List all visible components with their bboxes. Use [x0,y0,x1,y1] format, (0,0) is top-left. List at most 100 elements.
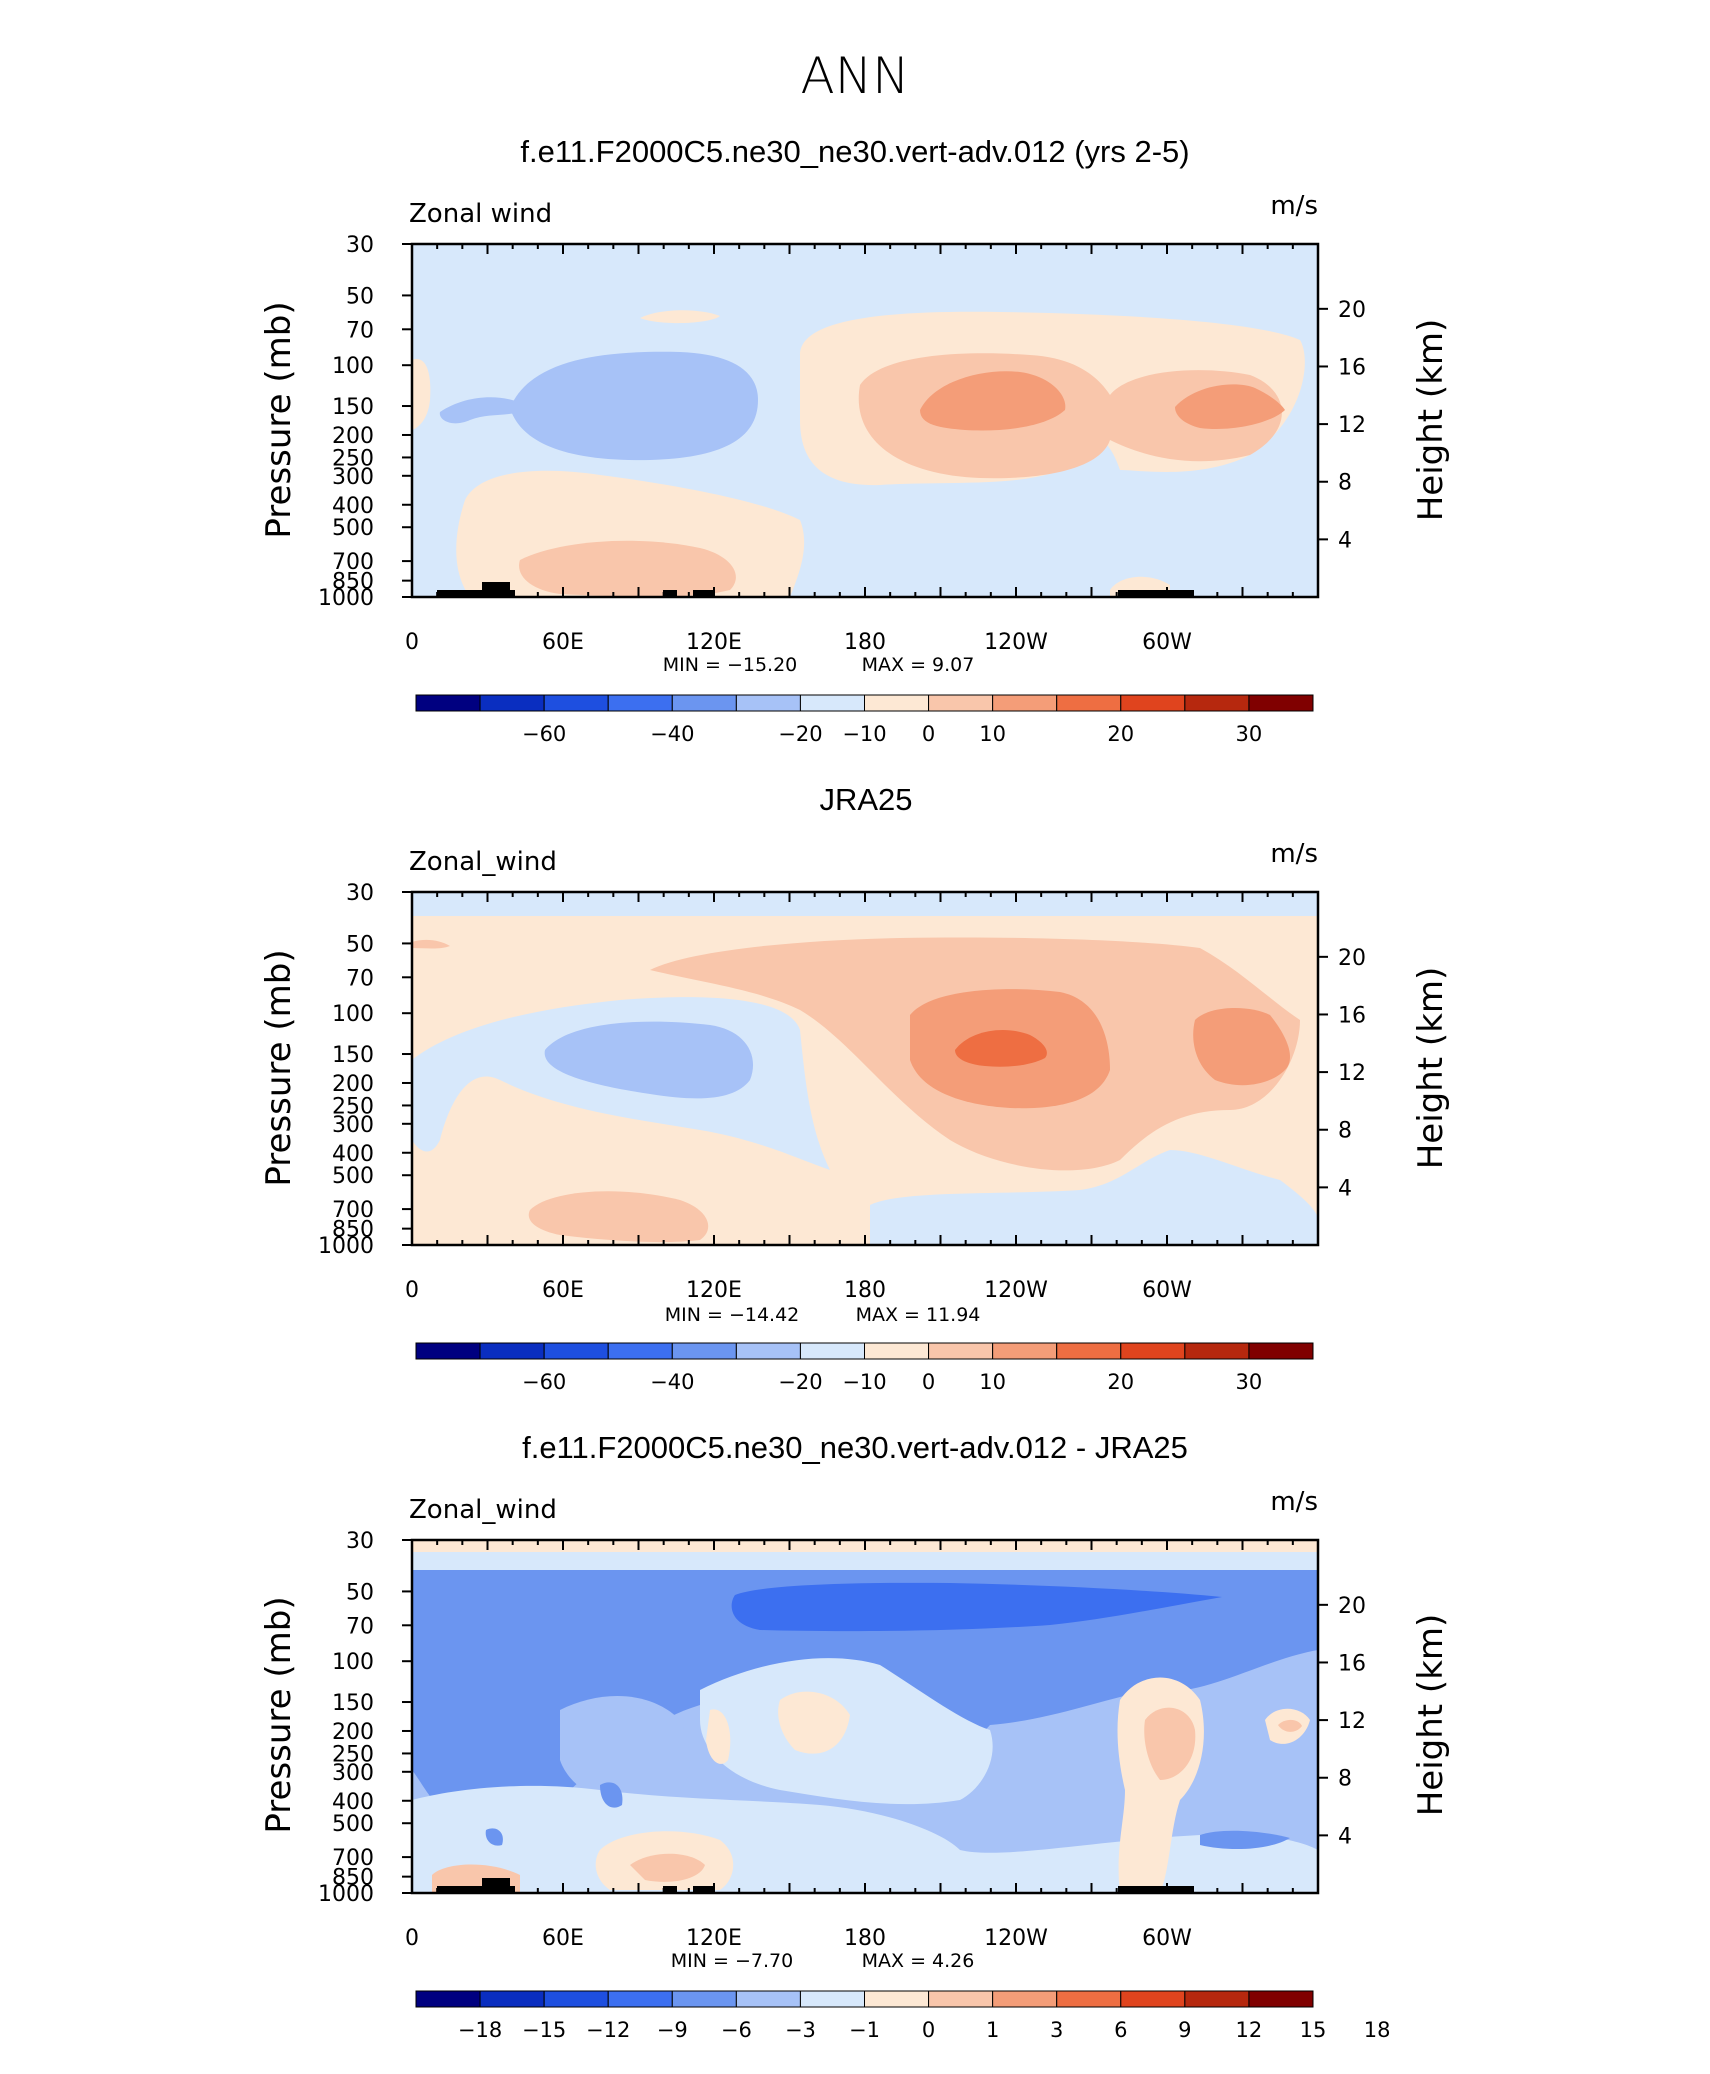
panel-3-colorbar-label: 1 [986,2018,999,2042]
panel-3-colorbar-bin [543,1990,609,2008]
panel-2-neg-low-level [870,1150,1318,1245]
panel-2-colorbar-bin [1120,1342,1186,1360]
panel-1-pos-strat-blob [640,310,720,324]
panel-3-y-tick-label: 150 [332,1691,374,1716]
panel-1-colorbar-bin [1184,694,1250,712]
panel-2-colorbar-label: 30 [1236,1370,1263,1394]
panel-2-colorbar-bin [415,1342,481,1360]
panel-1-units: m/s [1270,191,1318,221]
panel-1-y-tick-label: 400 [332,494,374,519]
panel-2-colorbar-label: −10 [842,1370,886,1394]
panel-2-x-tick-label: 120E [686,1278,742,1303]
panel-2-pos-east-core [1193,1008,1290,1086]
panel-1-title: f.e11.F2000C5.ne30_ne30.vert-adv.012 (yr… [520,134,1189,169]
panel-2-variable-label: Zonal_wind [409,847,557,877]
panel-1-x-tick-label: 180 [844,630,886,655]
panel-1-colorbar-label: 0 [922,722,935,746]
panel-1-colorbar-label: 10 [979,722,1006,746]
panel-2-y-tick-label: 850 [332,1218,374,1243]
panel-3-plot-area [410,1538,1320,1895]
panel-1-y2-tick-label: 8 [1338,471,1352,496]
panel-3-topography [437,1878,1194,1893]
panel-1-topography [437,582,1194,597]
panel-3-max-label: MAX = 4.26 [862,1950,975,1972]
panel-1-y-tick-label: 500 [332,516,374,541]
panel-2-y-tick-label: 500 [332,1164,374,1189]
panel-2-max-label: MAX = 11.94 [856,1304,981,1326]
panel-3-colorbar-bin [799,1990,866,2008]
panel-1-colorbar-bin [735,694,801,712]
panel-3-y-tick-label: 200 [332,1720,374,1745]
panel-3-colorbar-label: 9 [1178,2018,1191,2042]
panel-1-colorbar-bin [1056,694,1122,712]
panel-1: f.e11.F2000C5.ne30_ne30.vert-adv.012 (yr… [259,134,1451,746]
panel-3-pos-small [706,1709,731,1764]
panel-2-y2-tick-label: 8 [1338,1119,1352,1144]
panel-3-neg-strat-core [731,1582,1222,1632]
panel-2-y2-axis-title: Height (km) [1411,967,1451,1170]
panel-1-neg-core [510,351,758,461]
panel-3-x-tick-label: 180 [844,1926,886,1951]
panel-2-min-label: MIN = −14.42 [665,1304,800,1326]
panel-3-y-tick-label: 100 [332,1650,374,1675]
panel-1-colorbar-bin [607,694,673,712]
panel-1-x-tick-label: 60W [1142,630,1192,655]
panel-2-neg-core [544,1021,754,1099]
panel-1-y-tick-label: 100 [332,354,374,379]
panel-1-y-tick-label: 30 [346,233,374,258]
panel-3-y-tick-label: 50 [346,1580,374,1605]
panel-3-neg-spot-c [1200,1830,1290,1850]
panel-2-colorbar-bin [543,1342,609,1360]
panel-1-y-tick-label: 850 [332,570,374,595]
panel-2-colorbar-label: −40 [650,1370,694,1394]
panel-1-colorbar-bin [415,694,481,712]
panel-3-x-tick-label: 120E [686,1926,742,1951]
panel-1-y-tick-label: 200 [332,424,374,449]
panel-3-pos-far-east-core [1278,1719,1302,1732]
panel-2-colorbar-bin [1184,1342,1250,1360]
panel-1-max-label: MAX = 9.07 [862,654,975,676]
panel-3-x-tick-label: 60W [1142,1926,1192,1951]
panel-3-colorbar-bin [928,1990,994,2008]
panel-1-pos-west-edge [412,359,431,430]
panel-1-pos-low-level-core [519,540,736,597]
panel-3-pos-low-west-core [630,1853,705,1882]
panel-2-colorbar-bin [799,1342,866,1360]
figure-title: ANN [800,47,909,105]
panel-3-x-tick-label: 120W [984,1926,1048,1951]
panel-1-colorbar-label: 20 [1107,722,1134,746]
panel-2-y-axis-title: Pressure (mb) [259,949,299,1186]
panel-2-title: JRA25 [819,782,912,817]
panel-3-colorbar-label: −12 [586,2018,630,2042]
panel-3-y2-tick-label: 8 [1338,1767,1352,1792]
panel-3-colorbar-bin [479,1990,545,2008]
panel-3-colorbar-bin [1120,1990,1186,2008]
panel-2-y-tick-label: 250 [332,1094,374,1119]
panel-1-colorbar-bin [864,694,930,712]
panel-3-y2-tick-label: 16 [1338,1651,1366,1676]
panel-2-y-tick-label: 700 [332,1198,374,1223]
panel-3-colorbar-bin [671,1990,737,2008]
panel-3-colorbar-label: 15 [1300,2018,1327,2042]
panel-1-y-axis-title: Pressure (mb) [259,301,299,538]
panel-1-y-tick-label: 300 [332,465,374,490]
panel-2-pos-low-level [528,1191,709,1243]
panel-2-colorbar-label: 0 [922,1370,935,1394]
panel-3-y2-tick-label: 12 [1338,1709,1366,1734]
panel-1-y-tick-label: 700 [332,550,374,575]
panel-1-colorbar-bin [928,694,994,712]
panel-3-colorbar-bin [864,1990,930,2008]
panel-2-colorbar-bin [479,1342,545,1360]
panel-3-colorbar-label: 0 [922,2018,935,2042]
panel-2-y2-tick-label: 12 [1338,1061,1366,1086]
panel-3-top-weak-neg [412,1552,1318,1570]
panel-2-colorbar-label: 10 [979,1370,1006,1394]
panel-2-colorbar-bin [992,1342,1058,1360]
panel-3-y-tick-label: 850 [332,1866,374,1891]
panel-1-colorbar-bin [1248,694,1314,712]
panel-1-y-tick-label: 1000 [318,586,374,611]
panel-1-colorbar-label: −40 [650,722,694,746]
